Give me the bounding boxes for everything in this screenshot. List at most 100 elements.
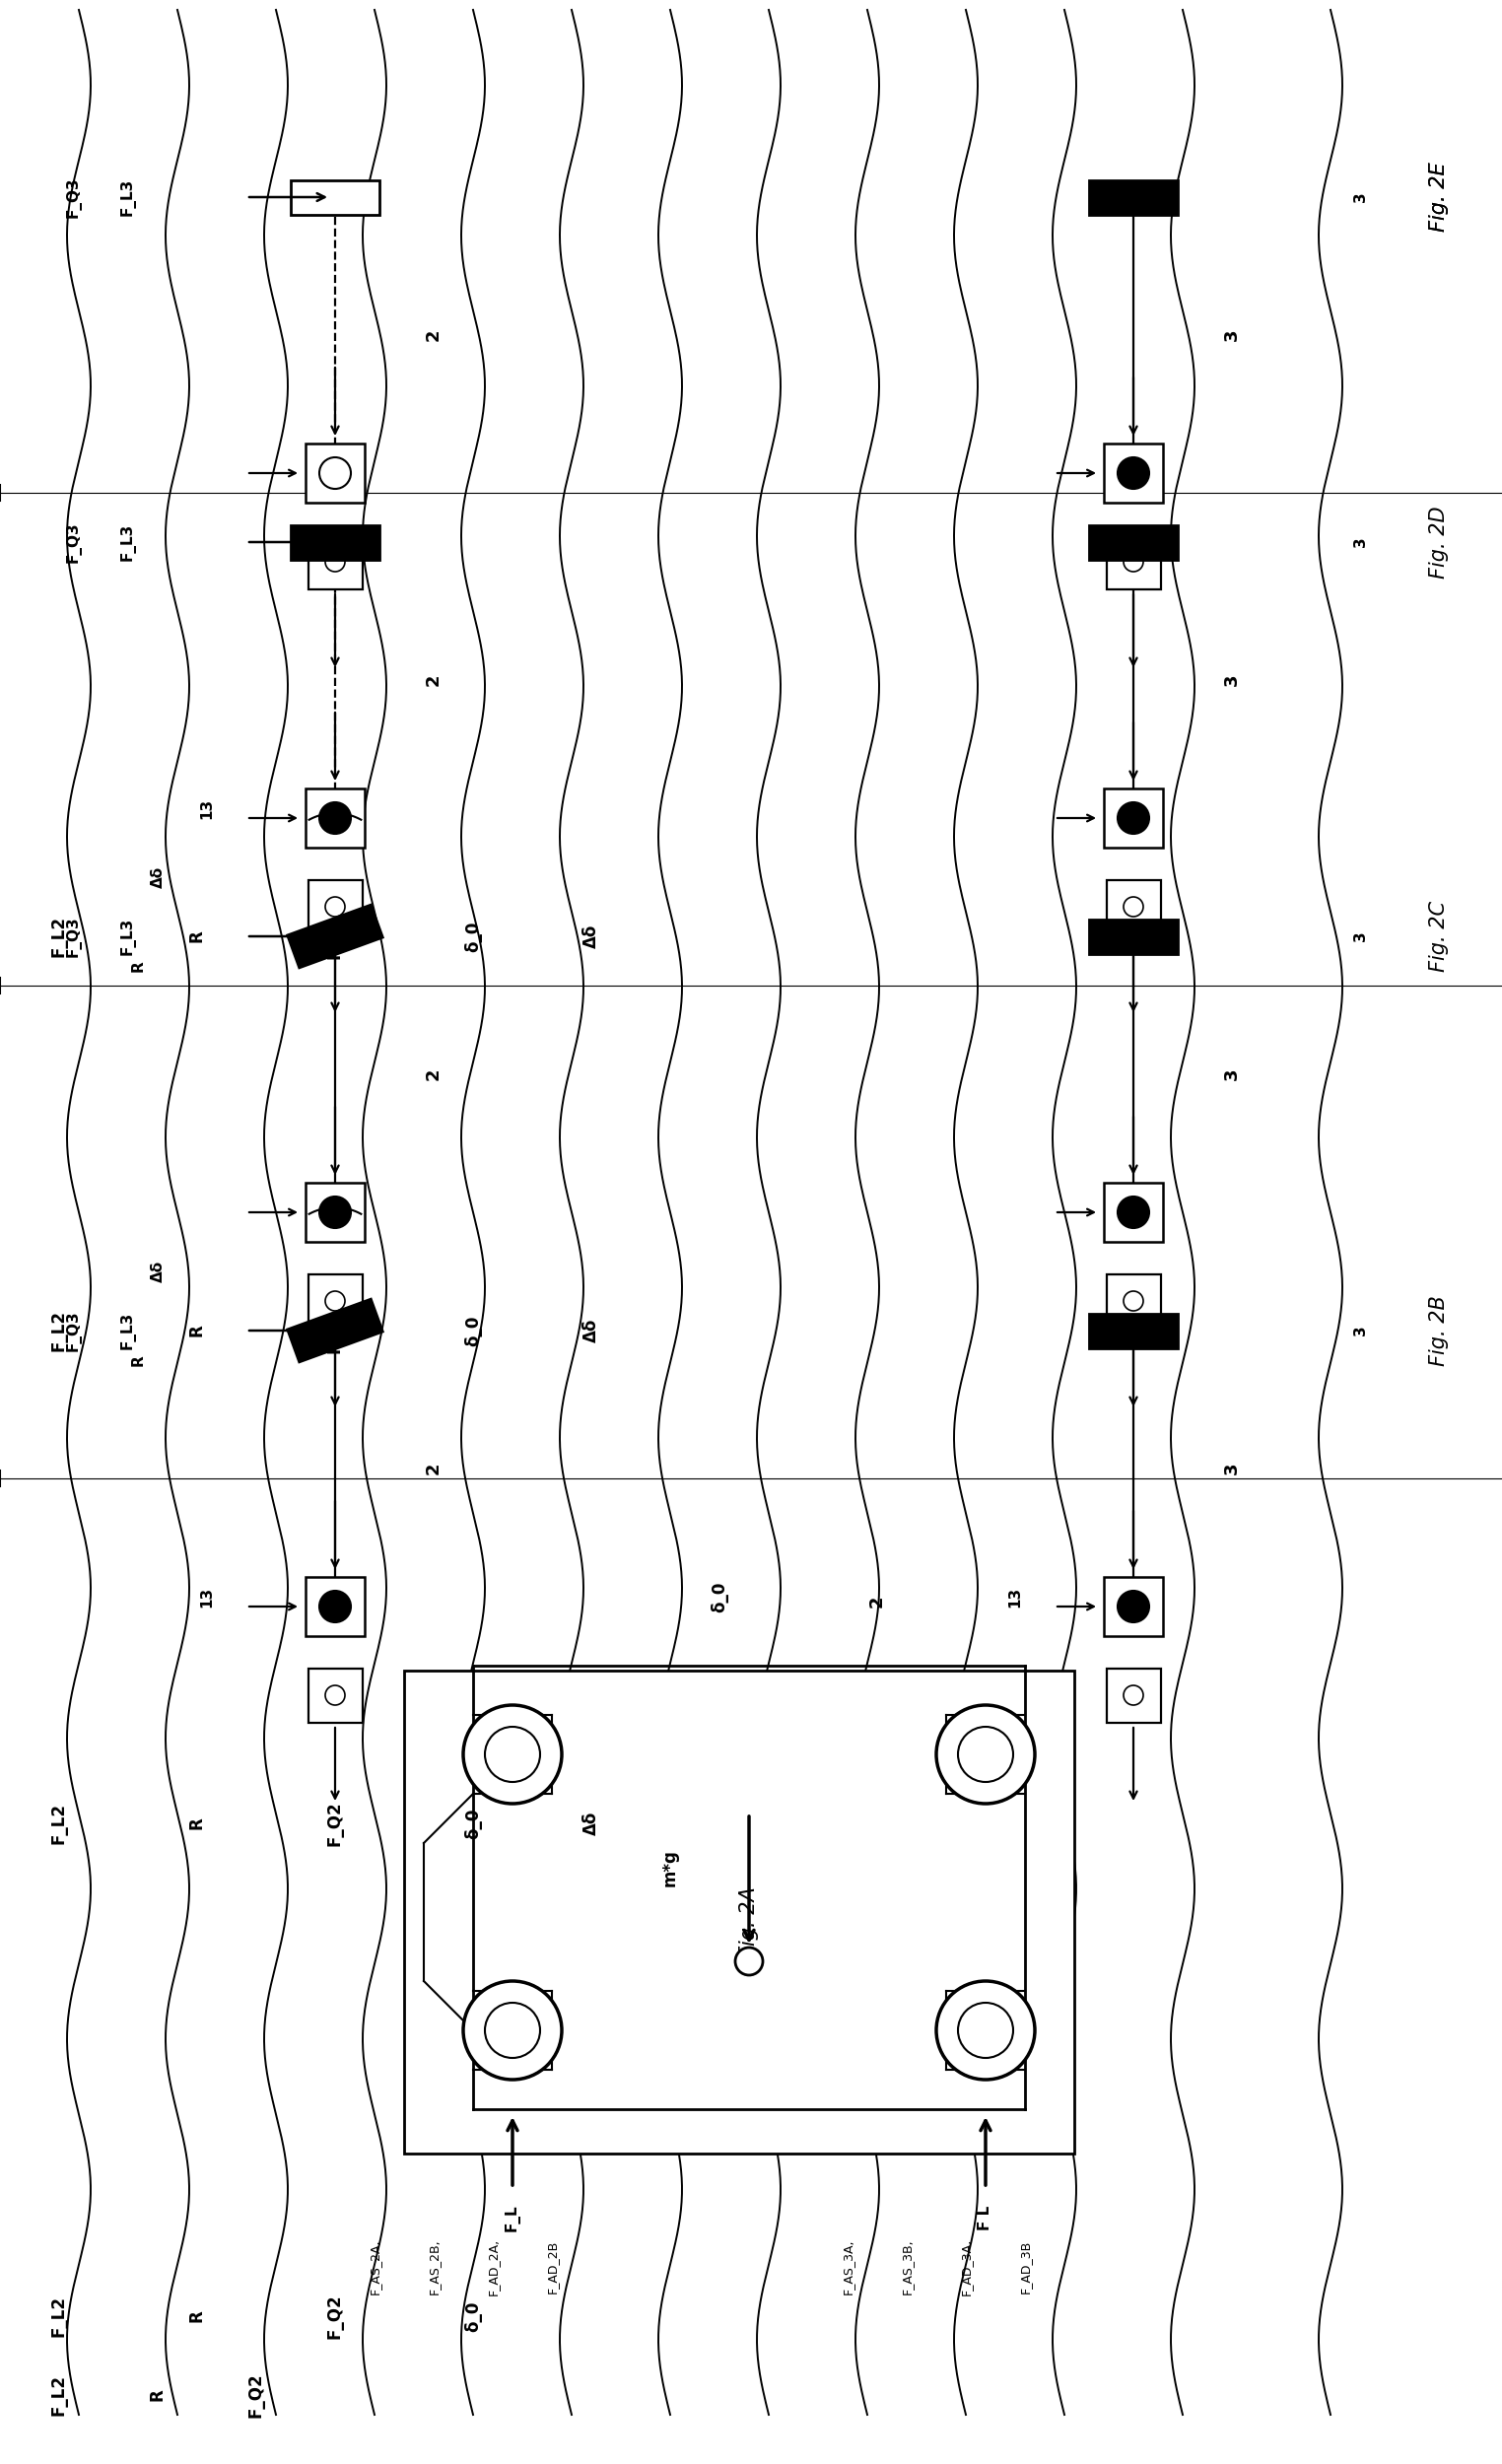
Text: F_L2: F_L2 (50, 1804, 68, 1843)
Text: F_L2: F_L2 (50, 917, 68, 956)
Text: F_L3: F_L3 (120, 522, 137, 562)
Circle shape (958, 1727, 1014, 1781)
Circle shape (485, 1727, 541, 1781)
Polygon shape (1089, 1313, 1178, 1348)
Polygon shape (404, 1671, 1074, 2154)
Circle shape (1117, 1198, 1149, 1227)
Polygon shape (308, 880, 362, 934)
Text: F_AD_2B: F_AD_2B (545, 2240, 559, 2294)
Text: Fig. 2C: Fig. 2C (1428, 902, 1449, 971)
Polygon shape (1107, 535, 1161, 589)
Text: F_AS_2A,: F_AS_2A, (368, 2240, 382, 2294)
Polygon shape (1104, 788, 1163, 848)
Circle shape (485, 2003, 541, 2057)
Polygon shape (308, 1668, 362, 1722)
Text: F_L3: F_L3 (120, 177, 137, 217)
Text: F_AS_2B,: F_AS_2B, (427, 2240, 440, 2294)
Text: 3: 3 (1223, 1069, 1241, 1079)
Text: R: R (131, 961, 146, 971)
Text: δ_0: δ_0 (464, 1316, 482, 1345)
Polygon shape (1089, 919, 1178, 954)
Text: 2: 2 (425, 1069, 443, 1079)
Text: m*g: m*g (661, 1848, 679, 1887)
Text: Δδ: Δδ (583, 924, 601, 949)
Polygon shape (1089, 180, 1178, 214)
Text: F_L3: F_L3 (120, 917, 137, 956)
Circle shape (1117, 1592, 1149, 1621)
Text: 3: 3 (1223, 673, 1241, 685)
Circle shape (326, 552, 345, 572)
Text: R: R (188, 929, 206, 944)
Text: 2: 2 (425, 328, 443, 340)
Polygon shape (305, 1183, 365, 1242)
Text: Fig. 2B: Fig. 2B (1428, 1296, 1449, 1365)
Circle shape (463, 1705, 562, 1804)
Circle shape (958, 2003, 1014, 2057)
Text: 3: 3 (1353, 192, 1367, 202)
Text: F_AD_3B: F_AD_3B (1018, 2240, 1032, 2294)
Text: δ_0: δ_0 (464, 922, 482, 951)
Text: F_L3: F_L3 (120, 1311, 137, 1350)
Text: Fig. 2E: Fig. 2E (1428, 163, 1449, 232)
Polygon shape (291, 525, 380, 559)
Text: 2: 2 (868, 1597, 886, 1607)
Text: R: R (188, 2309, 206, 2324)
Text: 3: 3 (1353, 931, 1367, 941)
Text: Δδ: Δδ (583, 1811, 601, 1836)
Text: 3: 3 (1223, 1461, 1241, 1473)
Text: F_AS_3B,: F_AS_3B, (900, 2240, 913, 2294)
Text: F_Q3: F_Q3 (66, 177, 81, 217)
Polygon shape (291, 180, 380, 214)
Text: 13: 13 (200, 798, 215, 818)
Polygon shape (305, 788, 365, 848)
Polygon shape (1107, 1668, 1161, 1722)
Text: F_Q3: F_Q3 (66, 522, 81, 562)
Text: F_L: F_L (505, 2203, 520, 2232)
Text: 3: 3 (1353, 1326, 1367, 1335)
Polygon shape (1107, 1274, 1161, 1328)
Text: F_L2: F_L2 (50, 2375, 68, 2415)
Circle shape (320, 1592, 351, 1621)
Text: Fig. 2A: Fig. 2A (739, 1887, 759, 1956)
Circle shape (1123, 1685, 1143, 1705)
Circle shape (320, 1198, 351, 1227)
Text: 2: 2 (425, 673, 443, 685)
Text: 3: 3 (1223, 328, 1241, 340)
Polygon shape (287, 1299, 383, 1363)
Polygon shape (1104, 1577, 1163, 1636)
Polygon shape (1104, 1183, 1163, 1242)
Circle shape (326, 897, 345, 917)
Text: F_L2: F_L2 (50, 2296, 68, 2336)
Polygon shape (305, 1577, 365, 1636)
Text: R: R (131, 1355, 146, 1365)
Text: R: R (188, 1323, 206, 1338)
Text: Δδ: Δδ (150, 867, 165, 887)
Circle shape (1123, 897, 1143, 917)
Text: 3: 3 (1353, 537, 1367, 547)
Text: Fig. 2D: Fig. 2D (1428, 505, 1449, 579)
Circle shape (326, 1291, 345, 1311)
Polygon shape (308, 1274, 362, 1328)
Circle shape (326, 1685, 345, 1705)
Text: F_Q2: F_Q2 (326, 2294, 344, 2338)
Text: F_Q2: F_Q2 (326, 1308, 344, 1353)
Text: F_Q2: F_Q2 (248, 2373, 266, 2417)
Text: Δδ: Δδ (150, 1262, 165, 1281)
Text: 13: 13 (200, 1587, 215, 1607)
Text: F_Q2: F_Q2 (326, 1801, 344, 1846)
Text: F_L2: F_L2 (50, 1311, 68, 1350)
Text: δ_0: δ_0 (710, 1582, 728, 1611)
Text: δ_0: δ_0 (464, 1809, 482, 1838)
Text: Fig. 2E: Fig. 2E (1428, 163, 1449, 232)
Text: Δδ: Δδ (583, 1318, 601, 1343)
Circle shape (320, 803, 351, 833)
Text: 2: 2 (425, 1461, 443, 1473)
Circle shape (463, 1981, 562, 2080)
Text: F_AD_3A,: F_AD_3A, (960, 2237, 972, 2296)
Circle shape (736, 1947, 763, 1976)
Circle shape (1123, 1291, 1143, 1311)
Polygon shape (305, 444, 365, 503)
Text: F_Q3: F_Q3 (66, 917, 81, 956)
Circle shape (936, 1981, 1035, 2080)
Circle shape (1117, 803, 1149, 833)
